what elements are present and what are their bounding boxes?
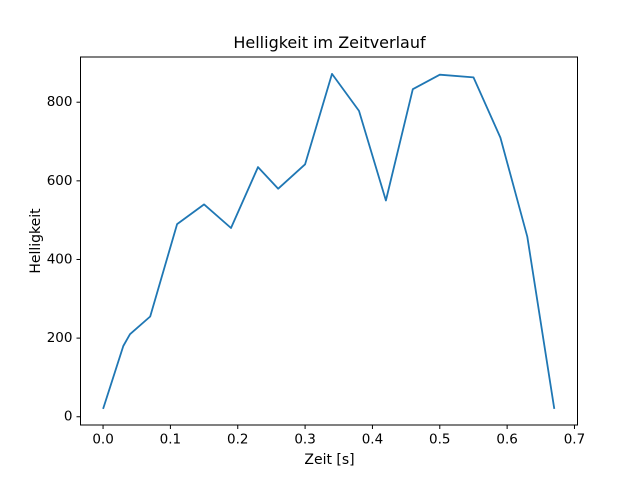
x-tick-label: 0.5 (429, 432, 450, 448)
plot-area-border (80, 56, 578, 426)
chart-title: Helligkeit im Zeitverlauf (233, 33, 426, 52)
x-tick-label: 0.7 (564, 432, 585, 448)
x-tick-label: 0.3 (294, 432, 315, 448)
y-axis-label: Helligkeit (28, 208, 44, 274)
x-tick-label: 0.2 (227, 432, 248, 448)
x-tick-label: 0.1 (160, 432, 181, 448)
x-axis-label: Zeit [s] (304, 452, 355, 468)
data-line-helligkeit (102, 73, 556, 410)
y-tick-label: 800 (47, 94, 73, 110)
y-tick-label: 200 (47, 330, 73, 346)
y-tick-label: 0 (64, 409, 73, 425)
x-tick-label: 0.6 (496, 432, 517, 448)
x-tick-label: 0.0 (92, 432, 113, 448)
y-tick-label: 400 (47, 251, 73, 267)
y-tick-label: 600 (47, 173, 73, 189)
x-tick-label: 0.4 (362, 432, 383, 448)
